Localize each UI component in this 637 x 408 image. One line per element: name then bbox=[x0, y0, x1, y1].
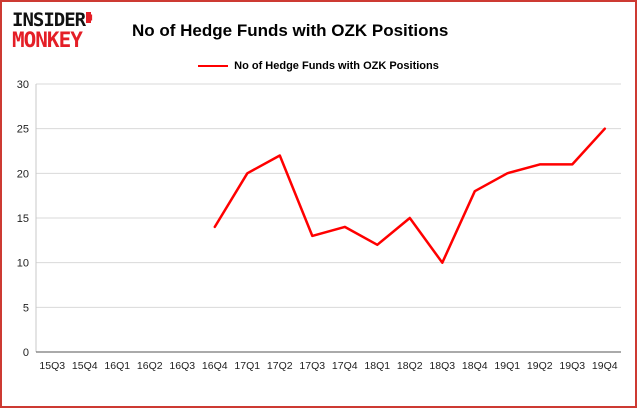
x-tick-label: 17Q2 bbox=[267, 360, 293, 372]
x-tick-label: 19Q3 bbox=[559, 360, 585, 372]
logo-line1: INSIDER■ bbox=[12, 9, 120, 31]
x-tick-label: 18Q2 bbox=[397, 360, 423, 372]
y-tick-label: 5 bbox=[23, 302, 29, 314]
legend-label: No of Hedge Funds with OZK Positions bbox=[234, 59, 439, 72]
x-tick-label: 17Q1 bbox=[234, 360, 260, 372]
x-tick-label: 15Q4 bbox=[72, 360, 98, 372]
logo-line2: MONKEY bbox=[12, 30, 120, 51]
logo-pixel-accent: ■ bbox=[86, 12, 92, 23]
page-title: No of Hedge Funds with OZK Positions bbox=[132, 21, 449, 41]
y-tick-label: 10 bbox=[17, 257, 29, 269]
x-tick-label: 17Q4 bbox=[332, 360, 358, 372]
x-tick-label: 16Q3 bbox=[169, 360, 195, 372]
x-tick-label: 18Q3 bbox=[429, 360, 455, 372]
x-tick-label: 19Q1 bbox=[494, 360, 520, 372]
x-tick-label: 16Q4 bbox=[202, 360, 228, 372]
insider-monkey-logo: INSIDER■ MONKEY bbox=[12, 9, 120, 52]
x-tick-label: 18Q1 bbox=[364, 360, 390, 372]
x-tick-label: 15Q3 bbox=[39, 360, 65, 372]
legend-line-swatch bbox=[198, 64, 229, 67]
y-tick-label: 30 bbox=[17, 79, 29, 91]
x-tick-label: 19Q2 bbox=[527, 360, 553, 372]
header: INSIDER■ MONKEY No of Hedge Funds with O… bbox=[2, 2, 635, 52]
logo-text-insider: INSIDER bbox=[12, 9, 86, 31]
y-tick-label: 25 bbox=[17, 123, 29, 135]
chart-legend: No of Hedge Funds with OZK Positions bbox=[2, 58, 635, 74]
x-tick-label: 16Q1 bbox=[104, 360, 130, 372]
x-tick-label: 16Q2 bbox=[137, 360, 163, 372]
series-line bbox=[213, 127, 607, 264]
chart-svg: 0 5 10 15 20 25 30 15Q3 15Q4 16Q1 16Q2 16Q3 16Q4 17Q1… bbox=[17, 79, 621, 372]
x-tick-label: 19Q4 bbox=[592, 360, 618, 372]
y-tick-label: 20 bbox=[17, 168, 29, 180]
y-tick-label: 0 bbox=[23, 347, 29, 359]
x-tick-label: 18Q4 bbox=[462, 360, 488, 372]
logo-text-monkey: MONKEY bbox=[12, 28, 83, 53]
x-tick-label: 17Q3 bbox=[299, 360, 325, 372]
y-tick-label: 15 bbox=[17, 213, 29, 225]
